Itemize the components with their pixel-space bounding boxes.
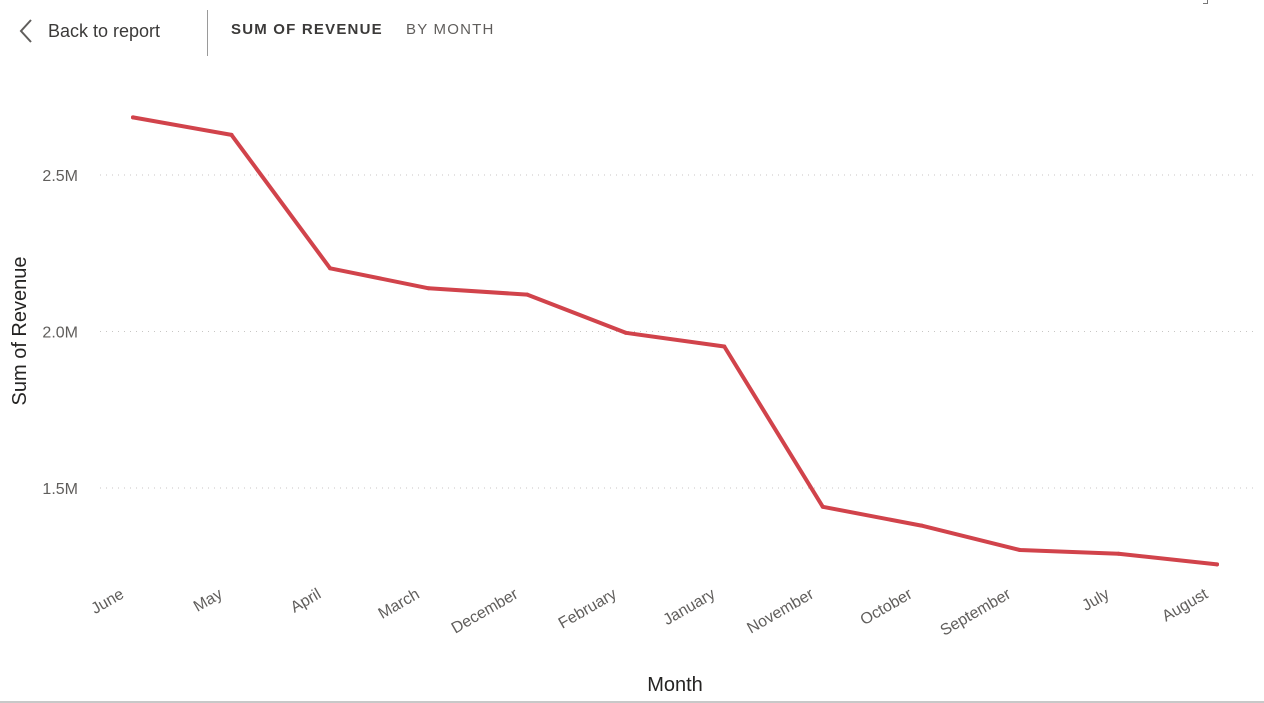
revenue-series-line[interactable] [131, 115, 1219, 567]
chevron-left-icon [18, 18, 34, 44]
y-tick-label: 2.5M [42, 168, 78, 185]
data-point-february[interactable] [623, 330, 628, 335]
breadcrumb-dimension: BY MONTH [406, 21, 495, 38]
data-point-march[interactable] [426, 286, 431, 291]
y-tick-label: 1.5M [42, 481, 78, 498]
x-axis-title: Month [647, 674, 703, 696]
breadcrumb-measure: SUM OF REVENUE [231, 21, 383, 38]
data-point-december[interactable] [525, 292, 530, 297]
x-tick-label: April [288, 586, 324, 617]
data-point-january[interactable] [722, 344, 727, 349]
data-point-october[interactable] [919, 523, 924, 528]
window-corner-mark [1203, 0, 1208, 4]
header-divider [207, 10, 208, 56]
back-to-report-button[interactable]: Back to report [18, 12, 160, 50]
x-tick-label: June [88, 586, 127, 618]
data-point-november[interactable] [820, 504, 825, 509]
back-to-report-label: Back to report [48, 20, 161, 41]
x-tick-label: August [1159, 585, 1211, 625]
data-point-april[interactable] [328, 266, 333, 271]
x-tick-label: November [744, 585, 817, 637]
y-tick-label: 2.0M [42, 325, 78, 342]
data-point-may[interactable] [229, 132, 234, 137]
series-layer [131, 115, 1219, 567]
gridlines [100, 174, 1256, 489]
x-tick-label: July [1079, 586, 1112, 615]
x-axis-ticks: June May April March December February January… [88, 585, 1211, 639]
data-point-august[interactable] [1215, 562, 1219, 567]
x-tick-label: February [556, 586, 620, 633]
x-tick-label: September [938, 585, 1015, 639]
x-tick-label: October [858, 585, 916, 629]
x-tick-label: March [376, 586, 423, 623]
x-tick-label: December [449, 585, 522, 637]
y-axis-ticks: 1.5M 2.0M 2.5M [42, 168, 78, 498]
bottom-border [0, 701, 1264, 703]
x-tick-label: January [660, 586, 718, 629]
data-point-september[interactable] [1017, 547, 1022, 552]
data-point-july[interactable] [1116, 551, 1121, 556]
y-axis-title: Sum of Revenue [9, 257, 31, 406]
data-point-june[interactable] [131, 115, 135, 120]
header-bar: Back to report SUM OF REVENUE BY MONTH [0, 0, 1264, 62]
x-tick-label: May [191, 586, 226, 616]
